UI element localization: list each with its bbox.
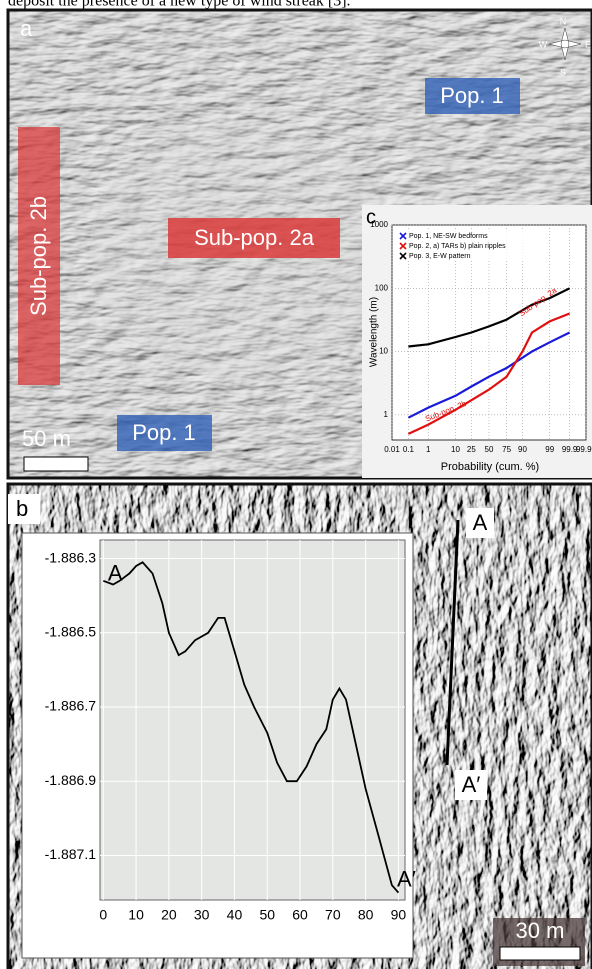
annotation: A′: [397, 866, 416, 891]
region-label: Sub-pop. 2b: [26, 196, 51, 316]
x-tick-label: 30: [194, 907, 210, 923]
x-tick-label: 1: [426, 445, 431, 454]
x-tick-label: 80: [358, 907, 374, 923]
label-box: [8, 494, 40, 524]
legend-entry: Pop. 2, a) TARs b) plain ripples: [409, 243, 506, 250]
x-tick-label: 0: [99, 907, 107, 923]
x-tick-label: 0.1: [403, 445, 415, 454]
compass: N S W E: [539, 16, 591, 77]
panel-label: b: [16, 496, 28, 521]
scale-bar-label: 30 m: [516, 918, 565, 943]
y-tick-label: -1.886.5: [45, 623, 97, 639]
label-box: [168, 218, 340, 258]
annotation: A: [108, 561, 123, 586]
x-tick-label: 75: [502, 445, 511, 454]
panel-label: c: [366, 206, 376, 228]
legend-marker: [399, 242, 407, 250]
y-tick-label: -1.886.3: [45, 549, 97, 565]
label-box: [466, 508, 494, 538]
region-label: Pop. 1: [132, 420, 196, 445]
x-tick-label: 25: [467, 445, 476, 454]
y-tick-label: 100: [375, 283, 389, 292]
y-tick-label: 10: [379, 347, 388, 356]
label-box: [425, 78, 520, 114]
scale-bar: [23, 456, 89, 472]
y-tick-label: -1.886.7: [45, 698, 97, 714]
data-line: [407, 331, 571, 419]
data-line: [408, 287, 571, 348]
y-tick-label: 1: [384, 410, 389, 419]
region-label: Sub-pop. 2a: [194, 225, 315, 250]
profile-label: A: [473, 510, 488, 535]
x-tick-label: 60: [292, 907, 308, 923]
y-tick-label: -1.886.9: [45, 772, 97, 788]
panel-b-frame: [6, 482, 592, 969]
x-tick-label: 10: [451, 445, 460, 454]
x-tick-label: 99: [545, 445, 554, 454]
x-tick-label: 20: [161, 907, 177, 923]
x-tick-label: 99.9: [562, 445, 578, 454]
legend-marker: [399, 232, 407, 240]
plot-area: [99, 539, 406, 901]
legend-background: [398, 251, 548, 261]
data-line: [102, 561, 400, 894]
compass-w: W: [539, 39, 548, 49]
compass-s: S: [560, 67, 566, 77]
panel-label: a: [20, 16, 33, 41]
x-tick-label: 0.01: [384, 445, 400, 454]
compass-rose: [548, 27, 582, 61]
scale-bar: [499, 946, 581, 961]
x-axis-label: Probability (cum. %): [441, 461, 539, 473]
y-tick-label: -1.887.1: [45, 846, 97, 862]
x-tick-label: 10: [128, 907, 144, 923]
profile-label: A′: [462, 772, 481, 797]
legend-marker: [399, 252, 407, 260]
scale-bar-label: 50 m: [22, 426, 71, 451]
x-tick-label: 40: [227, 907, 243, 923]
x-tick-label: 90: [391, 907, 407, 923]
panel-a-frame: [6, 8, 592, 480]
legend-entry: Pop. 3, E-W pattern: [409, 253, 471, 260]
legend-background: [398, 241, 548, 251]
legend-entry: Pop. 1, NE-SW bedforms: [409, 233, 488, 240]
region-label: Pop. 1: [440, 83, 504, 108]
x-tick-label: 50: [485, 445, 494, 454]
y-tick-label: 1000: [370, 220, 388, 229]
compass-e: E: [585, 39, 591, 49]
data-line: [407, 312, 571, 435]
label-box: [117, 415, 212, 451]
x-tick-label: 70: [325, 907, 341, 923]
legend-background: [398, 231, 548, 241]
label-box: [455, 770, 487, 800]
y-axis-label: Wavelength (m): [369, 297, 380, 367]
x-tick-label: 50: [259, 907, 275, 923]
label-box: [18, 127, 60, 385]
compass-n: N: [560, 16, 567, 26]
profile-line: [445, 519, 460, 766]
header-text: deposit the presence of a new type of wi…: [8, 0, 351, 10]
x-tick-label: 99.99: [576, 445, 592, 454]
x-tick-label: 90: [518, 445, 527, 454]
